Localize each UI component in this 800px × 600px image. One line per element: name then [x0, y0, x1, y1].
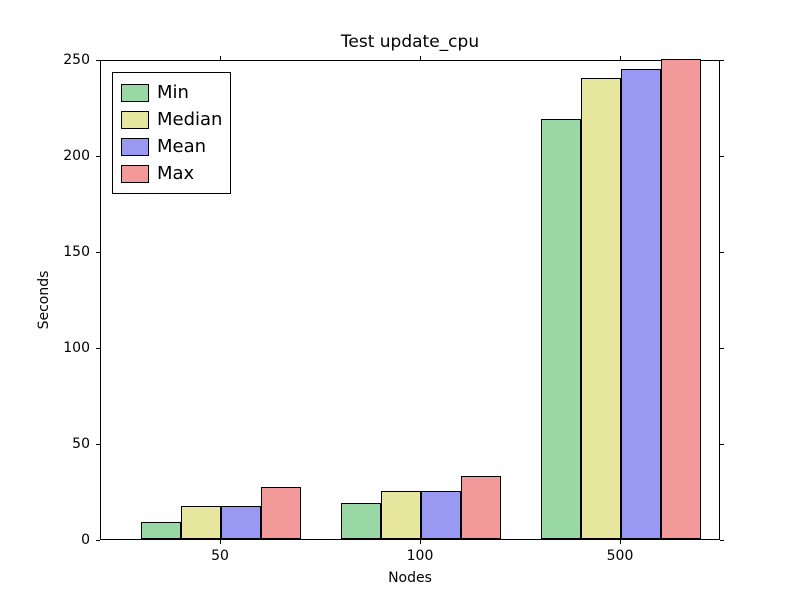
y-tick: [720, 348, 724, 349]
x-tick: [220, 540, 221, 544]
bar: [541, 119, 581, 539]
legend-swatch: [121, 138, 149, 156]
y-tick: [96, 348, 100, 349]
x-tick-label: 50: [211, 548, 229, 564]
legend-label: Min: [157, 79, 189, 106]
y-tick: [720, 540, 724, 541]
y-tick-label: 250: [63, 52, 90, 68]
legend-row: Min: [121, 79, 222, 106]
x-tick-label: 100: [407, 548, 434, 564]
legend-swatch: [121, 111, 149, 129]
bar: [261, 487, 301, 539]
y-tick: [720, 156, 724, 157]
y-tick: [720, 252, 724, 253]
x-tick: [420, 540, 421, 544]
y-tick: [720, 444, 724, 445]
legend-label: Mean: [157, 133, 206, 160]
bar: [141, 522, 181, 539]
y-tick: [96, 540, 100, 541]
x-tick: [620, 540, 621, 544]
bar: [461, 476, 501, 539]
legend: MinMedianMeanMax: [112, 72, 231, 194]
legend-swatch: [121, 165, 149, 183]
legend-label: Median: [157, 106, 222, 133]
y-tick-label: 100: [63, 340, 90, 356]
y-tick: [96, 252, 100, 253]
legend-row: Max: [121, 160, 222, 187]
y-tick: [96, 60, 100, 61]
x-tick: [220, 56, 221, 60]
bar: [661, 59, 701, 539]
y-tick-label: 0: [81, 532, 90, 548]
y-tick: [720, 60, 724, 61]
y-tick: [96, 156, 100, 157]
y-tick-label: 50: [72, 436, 90, 452]
bar: [381, 491, 421, 539]
chart-title: Test update_cpu: [341, 32, 479, 52]
x-axis-label: Nodes: [388, 570, 432, 586]
x-tick: [420, 56, 421, 60]
legend-swatch: [121, 84, 149, 102]
bar: [581, 78, 621, 539]
bar: [421, 491, 461, 539]
bar: [621, 69, 661, 539]
chart-root: 0 50 100 150 200 250 50 100 500 Nodes Seconds Test …: [0, 0, 800, 600]
bar: [221, 506, 261, 539]
x-tick-label: 500: [607, 548, 634, 564]
y-tick-label: 150: [63, 244, 90, 260]
legend-row: Median: [121, 106, 222, 133]
x-tick: [620, 56, 621, 60]
y-tick-label: 200: [63, 148, 90, 164]
y-axis-label: Seconds: [36, 271, 52, 330]
bar: [341, 503, 381, 539]
legend-label: Max: [157, 160, 194, 187]
y-tick: [96, 444, 100, 445]
bar: [181, 506, 221, 539]
legend-row: Mean: [121, 133, 222, 160]
